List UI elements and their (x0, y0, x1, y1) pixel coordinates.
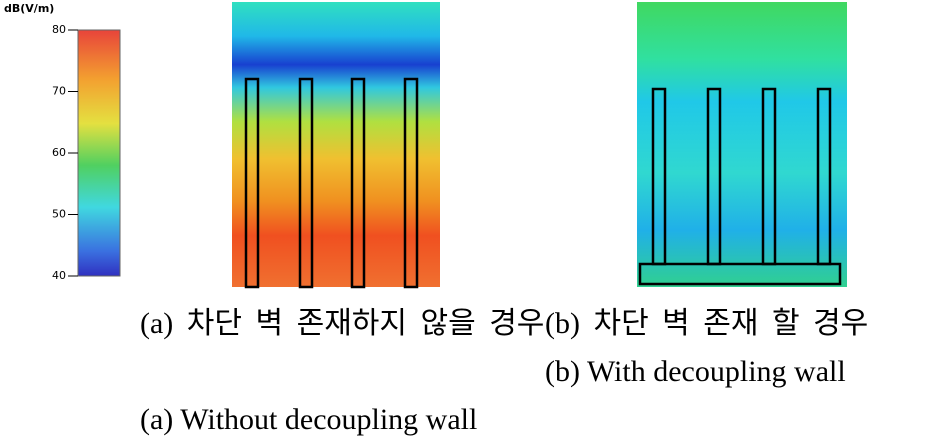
caption: (a) Without decoupling wall (140, 403, 478, 436)
tick-label: 60 (52, 146, 66, 159)
caption: (b) With decoupling wall (545, 355, 846, 388)
tick-label: 80 (52, 23, 66, 36)
field-image-b (637, 2, 847, 287)
tick-label: 70 (52, 85, 66, 98)
field-image-a (232, 2, 440, 289)
tick-label: 50 (52, 208, 66, 221)
colorbar (77, 29, 121, 277)
colorbar-ticks: 80 70 60 50 40 (52, 23, 78, 282)
tick-label: 40 (52, 269, 66, 282)
caption: (b) 차단 벽 존재 할 경우 (545, 307, 869, 340)
caption: (a) 차단 벽 존재하지 않을 경우 (140, 307, 545, 340)
colorbar-label: dB(V/m) (4, 2, 54, 15)
